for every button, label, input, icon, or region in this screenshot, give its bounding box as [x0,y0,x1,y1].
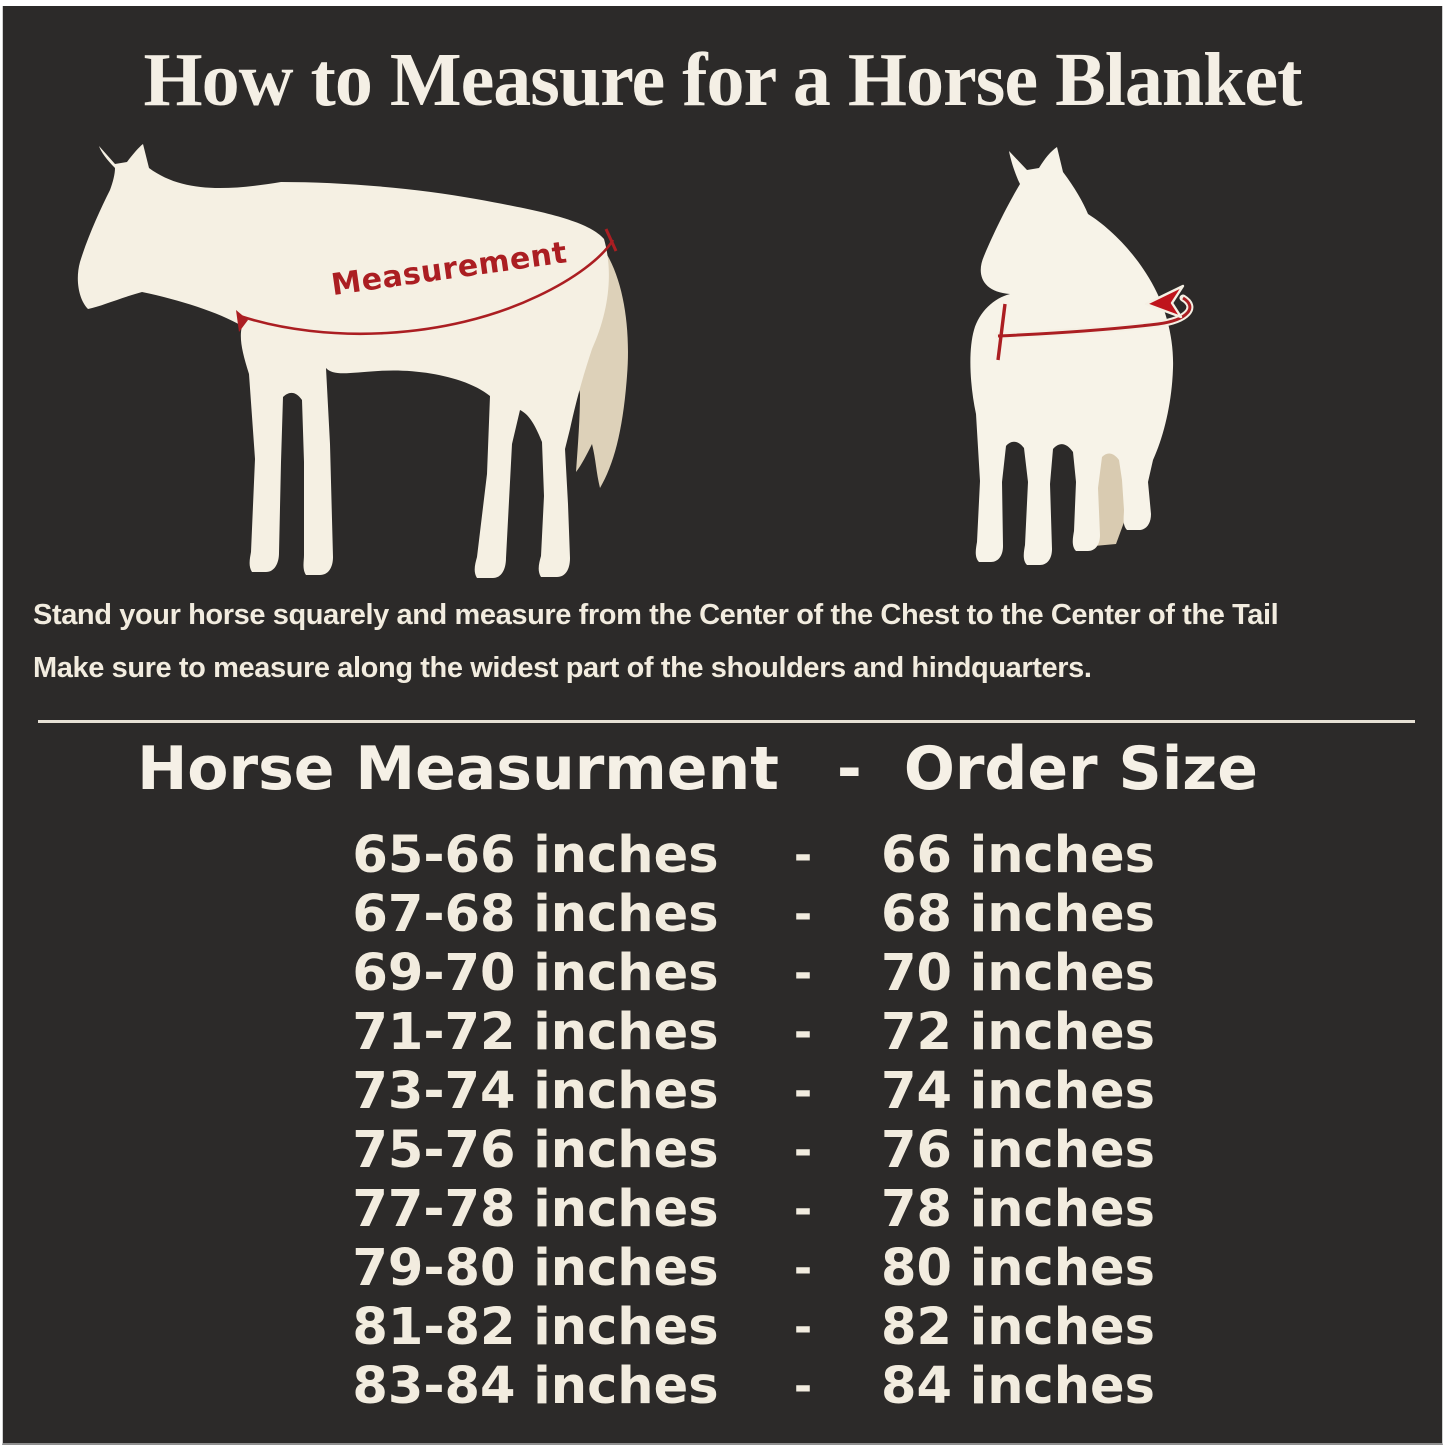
order-size-value: 68 inches [880,885,1155,944]
order-size-value: 80 inches [880,1239,1155,1298]
table-row: 77-78 inches - 78 inches [283,1180,1223,1239]
instructions-line-1: Stand your horse squarely and measure fr… [33,599,1279,631]
row-separator: - [793,1184,813,1235]
side-horse-svg [77,144,628,578]
header-order-size: Order Size [903,734,1258,804]
row-separator: - [793,1302,813,1353]
horse-measurement-value: 71-72 inches [352,1003,719,1062]
infographic-panel: How to Measure for a Horse Blanket Measu… [2,6,1443,1445]
order-size-value: 70 inches [880,944,1155,1003]
row-separator: - [793,1361,813,1412]
order-size-value: 72 inches [880,1003,1155,1062]
row-separator: - [793,1243,813,1294]
horse-measurement-value: 79-80 inches [352,1239,719,1298]
horse-measurement-value: 67-68 inches [352,885,719,944]
table-row: 81-82 inches - 82 inches [283,1298,1223,1357]
table-row: 69-70 inches - 70 inches [283,944,1223,1003]
horse-body [970,147,1174,565]
horse-measurement-value: 81-82 inches [352,1298,719,1357]
horse-measurement-value: 83-84 inches [352,1357,719,1416]
instructions-paragraph: Stand your horse squarely and measure fr… [33,589,1433,695]
row-separator: - [793,830,813,881]
horse-measurement-value: 65-66 inches [352,826,719,885]
order-size-value: 78 inches [880,1180,1155,1239]
horse-measurement-value: 73-74 inches [352,1062,719,1121]
order-size-value: 74 inches [880,1062,1155,1121]
order-size-value: 84 inches [880,1357,1155,1416]
page-title: How to Measure for a Horse Blanket [143,38,1303,122]
header-horse-measurement: Horse Measurment [137,734,779,804]
order-size-value: 76 inches [880,1121,1155,1180]
instructions-line-2: Make sure to measure along the widest pa… [33,652,1092,684]
table-row: 71-72 inches - 72 inches [283,1003,1223,1062]
horse-measurement-value: 69-70 inches [352,944,719,1003]
row-separator: - [793,1125,813,1176]
size-table: 65-66 inches - 66 inches 67-68 inches - … [283,826,1223,1416]
measurement-end-tick [604,228,618,252]
table-row: 67-68 inches - 68 inches [283,885,1223,944]
row-separator: - [793,889,813,940]
header-separator: - [836,734,862,804]
table-row: 73-74 inches - 74 inches [283,1062,1223,1121]
horse-measurement-value: 77-78 inches [352,1180,719,1239]
horse-measurement-value: 75-76 inches [352,1121,719,1180]
size-table-header: Horse Measurment - Order Size [0,736,1420,802]
front-horse-illustration [954,146,1201,578]
divider-line [38,720,1415,723]
girth-wrap-line [997,296,1192,338]
order-size-value: 82 inches [880,1298,1155,1357]
chest-tick-line [996,303,1007,361]
table-row: 65-66 inches - 66 inches [283,826,1223,885]
horse-body [77,144,609,578]
table-row: 83-84 inches - 84 inches [283,1357,1223,1416]
table-row: 75-76 inches - 76 inches [283,1121,1223,1180]
measurement-line [239,239,615,335]
order-size-value: 66 inches [880,826,1155,885]
side-horse-illustration: Measurement [76,144,661,581]
front-horse-svg [970,147,1194,565]
measurement-arrow-icon [1144,284,1185,319]
measurement-start-mark [236,310,248,332]
row-separator: - [793,948,813,999]
row-separator: - [793,1007,813,1058]
row-separator: - [793,1066,813,1117]
table-row: 79-80 inches - 80 inches [283,1239,1223,1298]
